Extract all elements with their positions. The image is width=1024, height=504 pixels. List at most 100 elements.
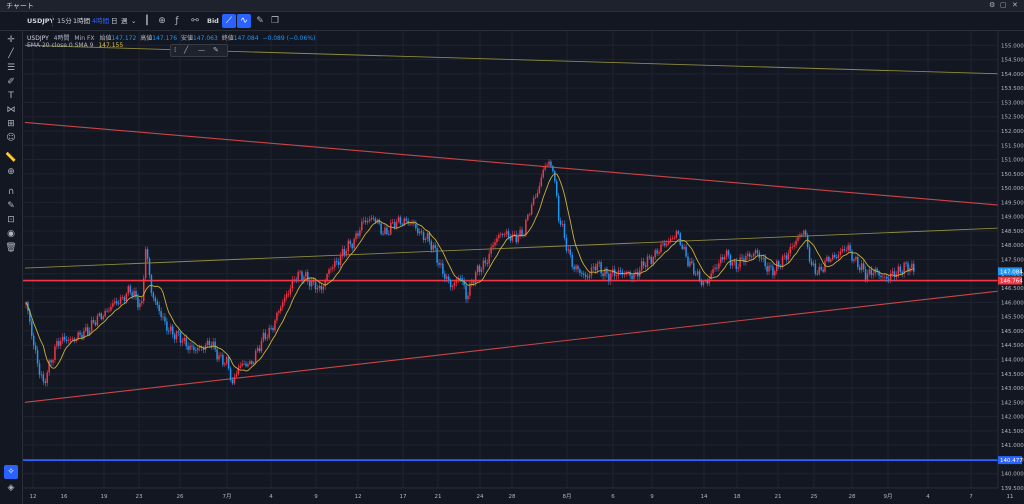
emoji-icon[interactable]: ☺ xyxy=(6,133,16,143)
candle-body xyxy=(98,313,101,316)
horizontal-lines-icon[interactable]: ☰ xyxy=(6,63,16,73)
candle-body xyxy=(303,276,305,281)
text-tool-icon[interactable]: T xyxy=(8,91,14,101)
candle-body xyxy=(903,262,905,274)
candle-body xyxy=(567,249,570,251)
drawing-mode-icon[interactable]: ✎ xyxy=(256,16,264,26)
candle-body xyxy=(185,337,187,347)
candle-body xyxy=(29,310,31,322)
drag-handle-icon[interactable]: ⁞ xyxy=(174,46,177,54)
pattern-tool-icon[interactable]: ⋈ xyxy=(6,105,16,115)
blue-level-price-label-background xyxy=(998,456,1022,465)
edit-pen-icon[interactable]: ✎ xyxy=(213,46,219,54)
candle-body xyxy=(289,288,292,294)
candle-body xyxy=(366,221,369,223)
price-tick-label: 154.000 xyxy=(1001,72,1024,78)
candle-body xyxy=(866,273,869,280)
candle-body xyxy=(372,217,375,219)
timeframe-4h[interactable]: 4時間 xyxy=(92,17,110,25)
candle-body xyxy=(723,256,726,260)
candle-body xyxy=(104,310,106,317)
layout-copy-icon[interactable]: ❐ xyxy=(270,16,280,26)
candle-body xyxy=(411,223,413,225)
candle-body xyxy=(735,261,737,269)
candle-body xyxy=(285,294,288,298)
candle-body xyxy=(876,268,878,272)
candle-body xyxy=(818,266,820,274)
trash-icon[interactable]: 🗑 xyxy=(5,243,17,253)
wave-chart-icon[interactable]: ∿ xyxy=(237,14,251,28)
layers-icon[interactable]: ◈ xyxy=(7,483,15,493)
ruler-icon[interactable]: 📏 xyxy=(5,153,17,163)
candle-body xyxy=(94,322,97,326)
candle-body xyxy=(395,221,398,229)
time-tick-label: 26 xyxy=(177,494,184,500)
candle-body xyxy=(390,222,392,235)
candle-body xyxy=(386,227,388,235)
candle-body xyxy=(710,273,712,279)
function-icon[interactable]: ƒ xyxy=(175,16,179,26)
candle-body xyxy=(509,237,512,241)
zoom-icon[interactable]: ⊕ xyxy=(7,167,15,177)
trendline-icon[interactable]: ╱ xyxy=(8,49,14,59)
timeframe-1h[interactable]: 1時間 xyxy=(73,17,91,25)
candle-body xyxy=(779,265,782,267)
projection-tool-icon[interactable]: ⊞ xyxy=(7,119,15,129)
candle-body xyxy=(227,356,230,369)
candle-body xyxy=(449,280,452,288)
candle-body xyxy=(837,254,840,258)
lock-icon[interactable]: ⊡ xyxy=(7,215,15,225)
close-icon[interactable]: ✕ xyxy=(1012,1,1018,9)
timeframe-day[interactable]: 日 xyxy=(111,17,118,25)
magnet-icon[interactable]: ∩ xyxy=(7,187,15,197)
visibility-icon[interactable]: ◉ xyxy=(7,229,15,239)
candle-body xyxy=(501,233,504,235)
candle-body xyxy=(179,332,182,343)
candle-body xyxy=(314,281,317,290)
candle-body xyxy=(280,307,282,312)
candle-body xyxy=(71,338,74,340)
price-tick-label: 143.500 xyxy=(1001,372,1024,378)
candle-body xyxy=(563,223,566,238)
price-source-button[interactable]: Bid xyxy=(207,17,219,25)
symbol-selector[interactable]: USDJPY xyxy=(27,17,55,25)
settings-icon[interactable]: ⚙ xyxy=(989,1,996,9)
candle-body xyxy=(901,271,903,274)
price-tick-label: 146.500 xyxy=(1001,286,1024,292)
crosshair-icon[interactable]: ✛ xyxy=(7,35,15,45)
candle-body xyxy=(830,259,832,262)
chevron-down-icon[interactable]: ⌄ xyxy=(131,17,137,25)
timeframe-15m[interactable]: 15分 xyxy=(57,17,72,25)
candle-body xyxy=(793,245,795,247)
candle-body xyxy=(694,274,697,275)
candle-body xyxy=(654,250,656,258)
brush-icon[interactable]: ✐ xyxy=(7,77,15,87)
candle-body xyxy=(530,204,533,215)
lock-drawing-icon[interactable]: ✎ xyxy=(7,201,15,211)
candle-body xyxy=(517,236,519,243)
candle-body xyxy=(588,275,591,278)
candle-type-icon[interactable]: ┃ xyxy=(144,16,150,26)
favorites-star-icon[interactable]: ✧ xyxy=(4,465,18,479)
candle-body xyxy=(237,367,240,375)
compare-icon[interactable]: ⚯ xyxy=(191,16,199,26)
candle-body xyxy=(388,234,390,235)
candle-body xyxy=(743,258,745,263)
add-indicator-icon[interactable]: ⊕ xyxy=(158,16,166,26)
candle-body xyxy=(573,266,575,270)
candle-body xyxy=(592,266,595,268)
line-style-icon[interactable]: ╱ xyxy=(184,46,189,54)
candle-body xyxy=(189,345,191,350)
line-chart-icon[interactable]: ⟋ xyxy=(222,14,236,28)
timeframe-week[interactable]: 週 xyxy=(121,17,128,25)
candle-body xyxy=(762,257,765,259)
candle-body xyxy=(785,255,788,260)
time-tick-label: 21 xyxy=(435,494,442,500)
line-width-icon[interactable]: — xyxy=(198,46,205,54)
maximize-icon[interactable]: ▢ xyxy=(1000,1,1007,9)
candle-body xyxy=(812,263,815,265)
indicator-legend[interactable]: EMA 20 close 0 SMA 9 147.155 xyxy=(27,42,123,49)
candle-body xyxy=(538,186,541,194)
candle-body xyxy=(870,269,873,275)
